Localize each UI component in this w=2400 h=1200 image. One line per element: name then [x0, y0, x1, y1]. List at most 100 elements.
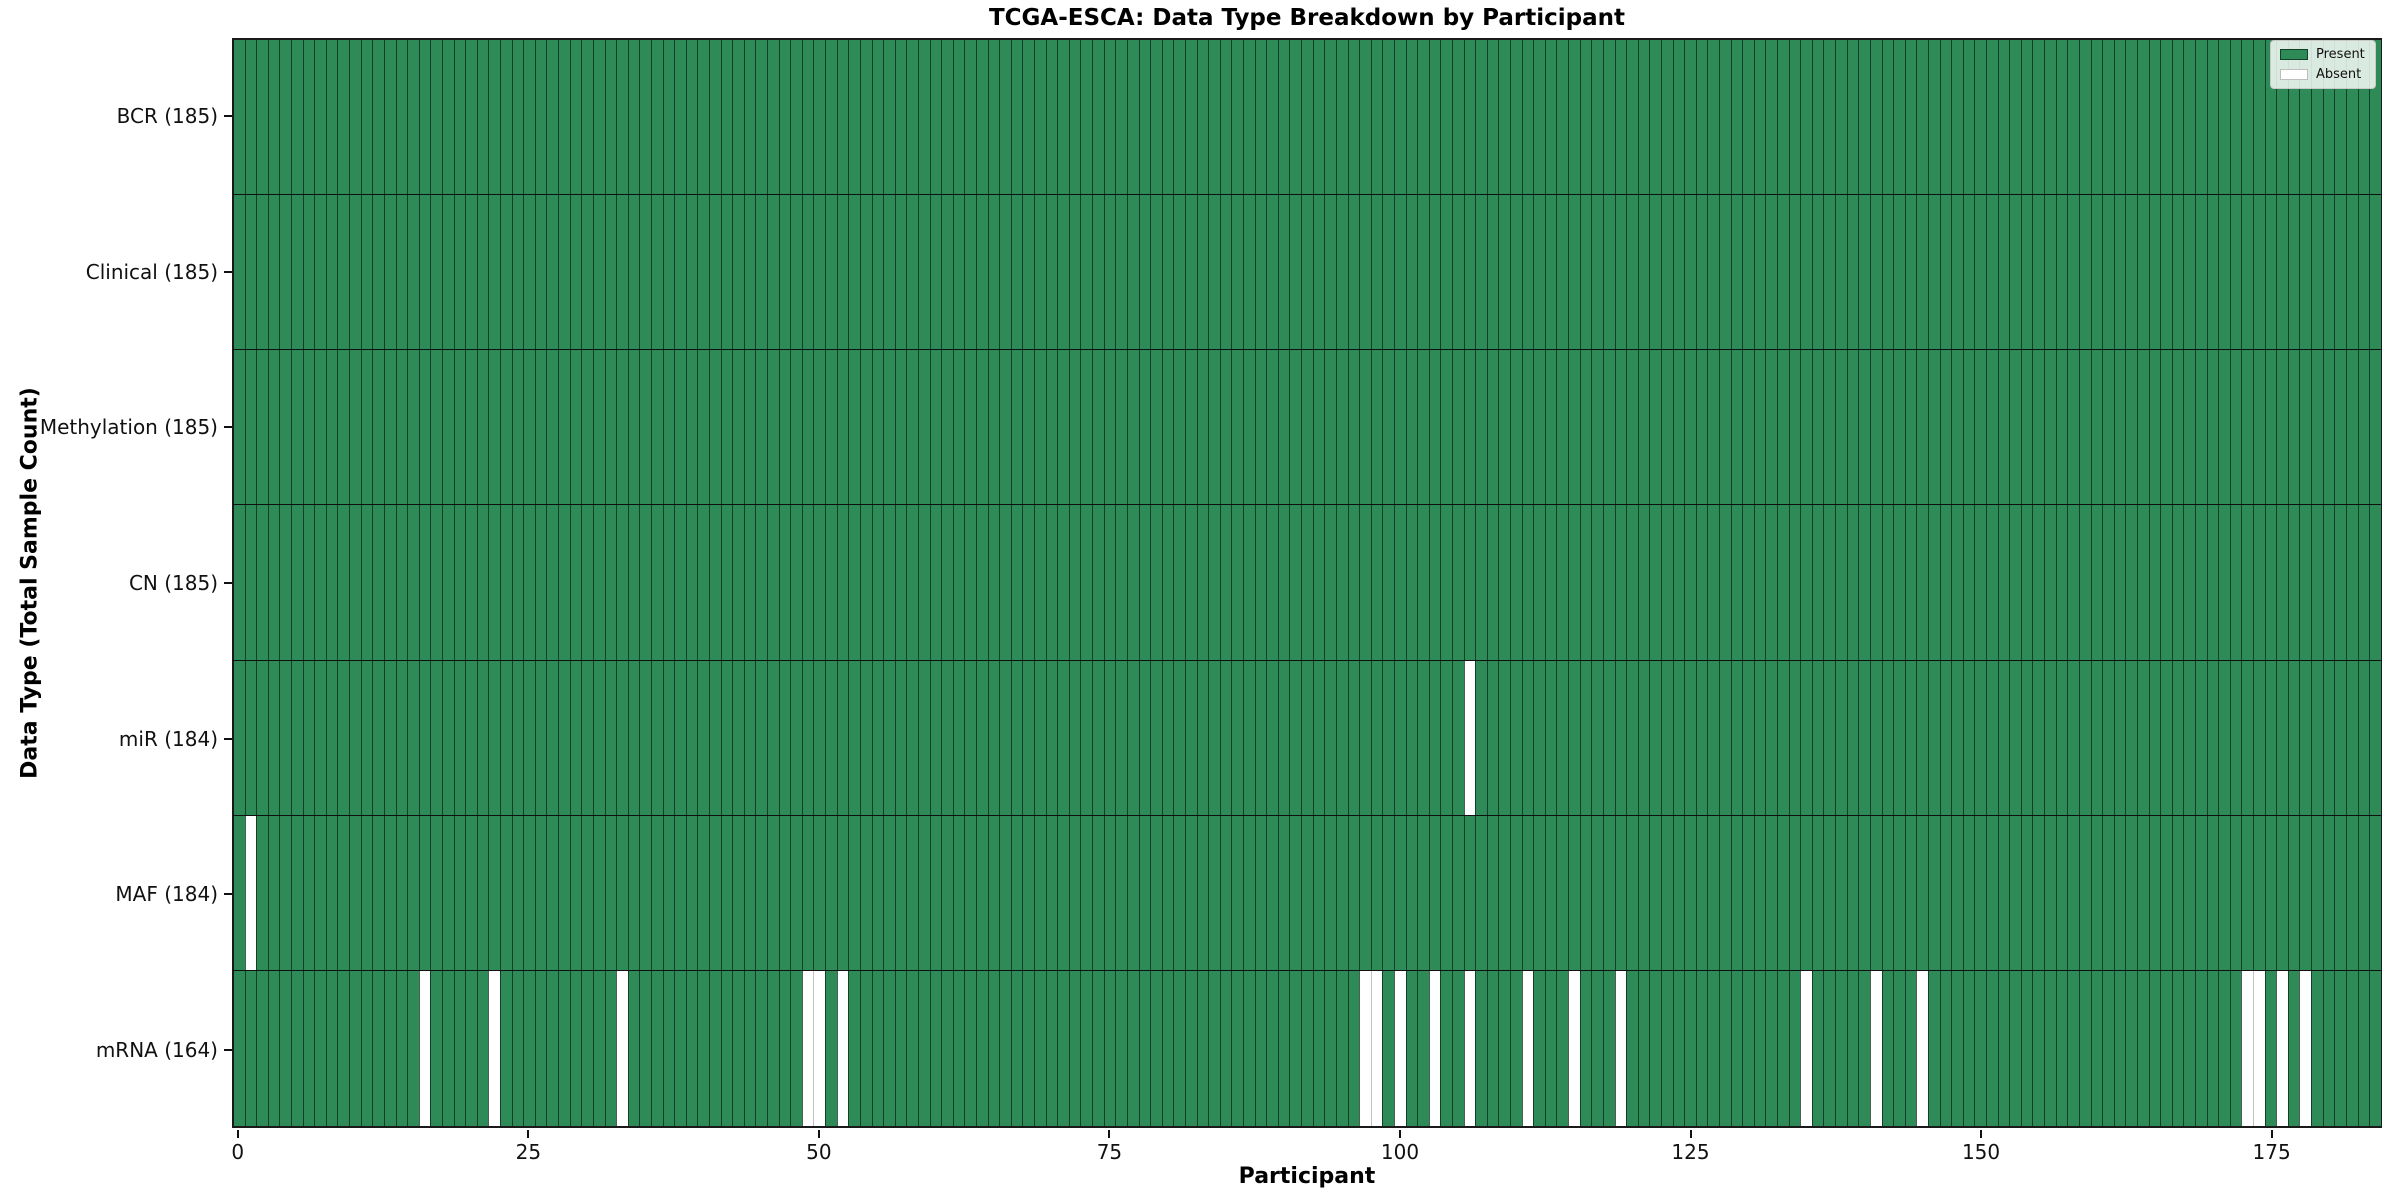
matrix-cell [1835, 815, 1847, 970]
matrix-cell [1428, 970, 1441, 1126]
matrix-cell [546, 970, 559, 1126]
matrix-cell [1626, 815, 1638, 970]
matrix-cell [2334, 505, 2346, 660]
matrix-cell [1637, 195, 1650, 350]
matrix-cell [1324, 660, 1336, 815]
matrix-cell [662, 195, 675, 350]
matrix-cell [1568, 815, 1580, 970]
matrix-cell [1208, 40, 1220, 195]
matrix-cell [1800, 970, 1812, 1126]
matrix-cell [302, 815, 315, 970]
matrix-cell [1579, 815, 1592, 970]
matrix-cell [2345, 195, 2358, 350]
matrix-cell [1544, 660, 1557, 815]
x-tick-mark [2270, 1130, 2273, 1138]
matrix-cell [1626, 350, 1638, 505]
matrix-cell [929, 660, 942, 815]
matrix-cell [2171, 970, 2184, 1126]
matrix-cell [2369, 505, 2381, 660]
matrix-cell [1974, 350, 1987, 505]
matrix-cell [1173, 660, 1185, 815]
matrix-cell [1231, 970, 1244, 1126]
matrix-cell [871, 40, 884, 195]
matrix-cell [453, 815, 466, 970]
matrix-cell [2253, 660, 2265, 815]
y-tick-label-Methylation: Methylation (185) [39, 415, 218, 440]
matrix-cell [1022, 970, 1035, 1126]
matrix-cell [1719, 815, 1731, 970]
matrix-cell [1463, 40, 1476, 195]
matrix-cell [1579, 660, 1592, 815]
matrix-cell [1010, 970, 1023, 1126]
matrix-cell [1672, 505, 1685, 660]
matrix-cell [859, 970, 872, 1126]
matrix-cell [1533, 660, 1545, 815]
matrix-cell [1591, 350, 1603, 505]
matrix-cell [708, 505, 721, 660]
matrix-cell [2194, 40, 2207, 195]
matrix-cell [523, 505, 535, 660]
matrix-cell [430, 815, 442, 970]
matrix-cell [2171, 195, 2184, 350]
matrix-cell [2253, 815, 2265, 970]
matrix-cell [2369, 350, 2381, 505]
matrix-cell [1254, 505, 1267, 660]
matrix-cell [1893, 970, 1905, 1126]
matrix-cell [534, 350, 547, 505]
matrix-cell [1022, 195, 1035, 350]
matrix-cell [1510, 350, 1522, 505]
matrix-cell [604, 350, 617, 505]
matrix-cell [604, 195, 617, 350]
matrix-cell [1916, 195, 1928, 350]
matrix-cell [1347, 195, 1360, 350]
matrix-cell [999, 40, 1011, 195]
matrix-cell [1626, 970, 1638, 1126]
matrix-cell [1951, 660, 1963, 815]
matrix-cell [430, 970, 442, 1126]
matrix-cell [1556, 505, 1569, 660]
matrix-cell [627, 195, 640, 350]
matrix-cell [2206, 40, 2219, 195]
matrix-cell [1370, 660, 1383, 815]
matrix-cell [720, 815, 733, 970]
matrix-cell [801, 815, 814, 970]
matrix-cell [1417, 815, 1429, 970]
matrix-cell [2102, 350, 2114, 505]
matrix-cell [1440, 970, 1452, 1126]
matrix-cell [1184, 660, 1197, 815]
matrix-cell [2299, 815, 2312, 970]
matrix-cell [1858, 505, 1870, 660]
matrix-cell [790, 815, 802, 970]
matrix-cell [999, 660, 1011, 815]
matrix-cell [1904, 970, 1917, 1126]
matrix-cell [987, 40, 1000, 195]
matrix-cell [2055, 505, 2068, 660]
matrix-cell [2229, 195, 2242, 350]
matrix-row-Clinical [234, 195, 2381, 351]
matrix-cell [1184, 970, 1197, 1126]
matrix-cell [720, 505, 733, 660]
matrix-cell [1962, 350, 1975, 505]
matrix-cell [395, 350, 408, 505]
matrix-cell [2078, 660, 2091, 815]
matrix-cell [511, 350, 524, 505]
x-tick-label-75: 75 [1096, 1140, 1123, 1164]
matrix-cell [2067, 970, 2079, 1126]
matrix-cell [1521, 815, 1534, 970]
x-tick-mark [527, 1130, 530, 1138]
matrix-cell [1068, 660, 1081, 815]
matrix-cell [2183, 40, 2195, 195]
matrix-cell [291, 350, 303, 505]
matrix-cell [453, 40, 466, 195]
matrix-cell [1080, 350, 1093, 505]
chart-title: TCGA-ESCA: Data Type Breakdown by Partic… [988, 5, 1626, 31]
matrix-cell [1742, 350, 1754, 505]
y-tick-label-CN: CN (185) [128, 571, 218, 595]
matrix-cell [1695, 195, 1708, 350]
matrix-cell [1370, 505, 1383, 660]
matrix-cell [325, 505, 338, 660]
matrix-cell [650, 815, 663, 970]
matrix-cell [441, 815, 454, 970]
matrix-cell [2194, 970, 2207, 1126]
matrix-cell [2160, 815, 2172, 970]
